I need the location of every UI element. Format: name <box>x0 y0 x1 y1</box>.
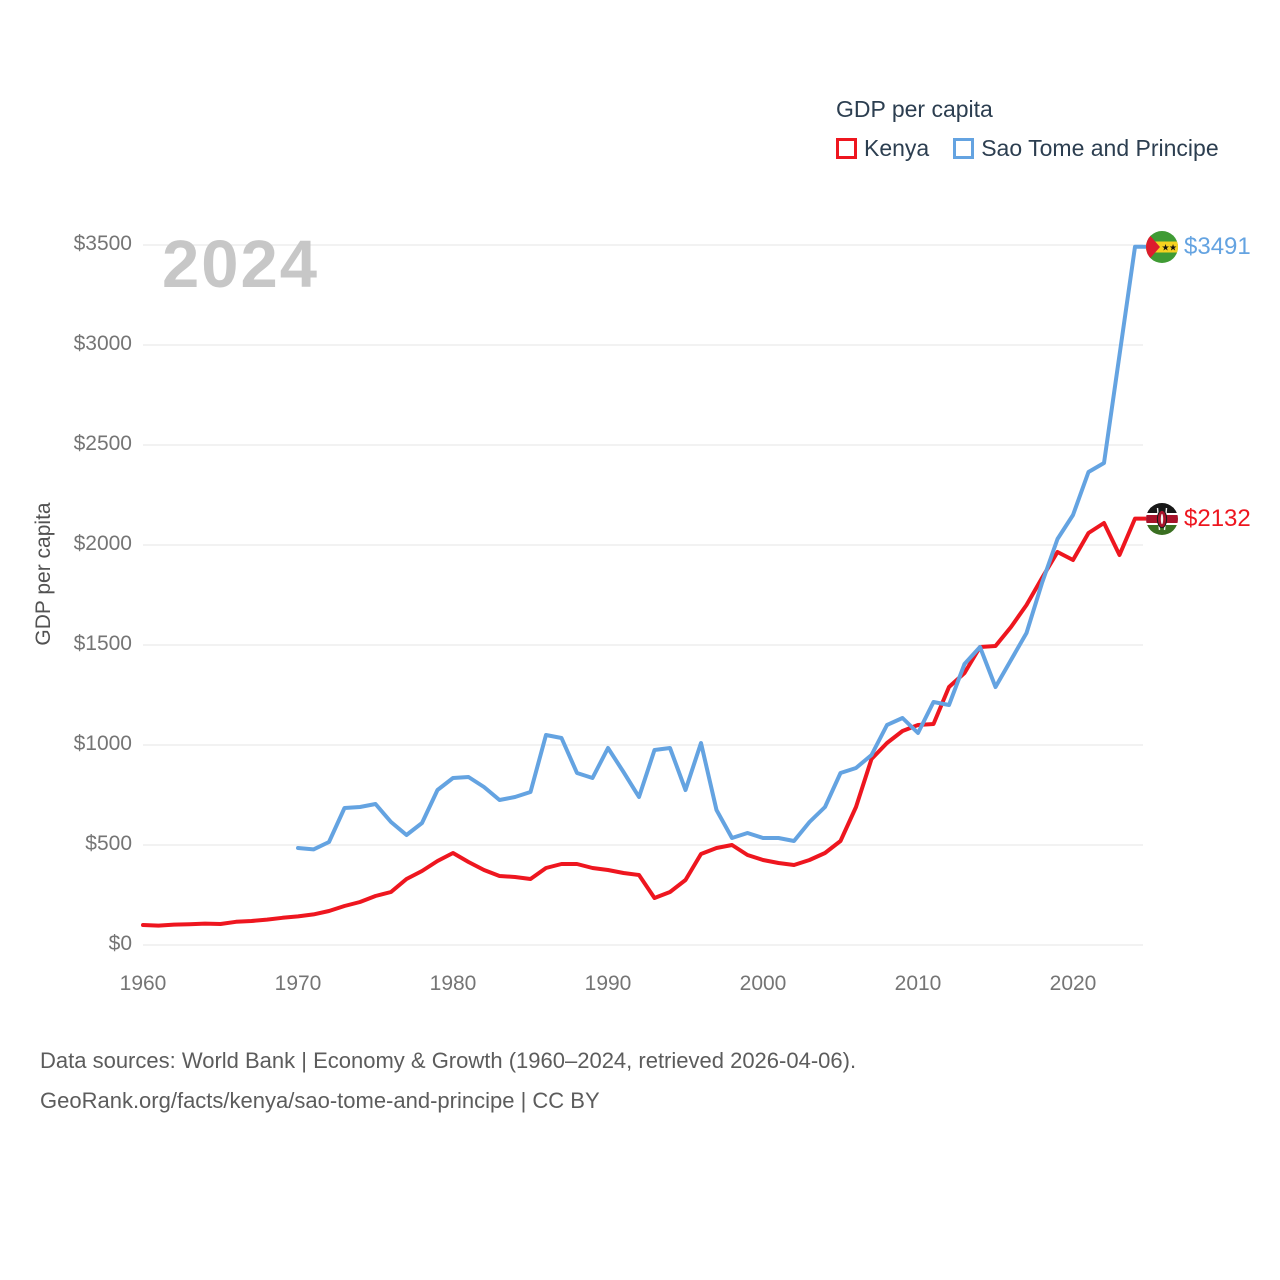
kenya-end-label: $2132 <box>1146 502 1251 535</box>
sao-tome-end-value: $3491 <box>1184 232 1251 260</box>
x-tick-label: 1970 <box>274 972 322 995</box>
y-tick-label: $500 <box>85 832 132 855</box>
y-axis-title: GDP per capita <box>32 502 55 646</box>
sao-tome-swatch-icon <box>953 138 975 159</box>
sao-tome-and-principe-line[interactable] <box>296 244 1149 852</box>
attribution-link-text[interactable]: GeoRank.org/facts/kenya/sao-tome-and-pri… <box>40 1088 600 1113</box>
legend-items: Kenya Sao Tome and Principe <box>836 135 1243 162</box>
sao-tome-flag-icon: ★ ★ <box>1146 230 1178 263</box>
y-tick-label: $2000 <box>73 532 132 555</box>
y-tick-label: $1500 <box>73 632 132 655</box>
x-tick-label: 1990 <box>584 972 632 995</box>
data-sources-text: Data sources: World Bank | Economy & Gro… <box>40 1048 857 1073</box>
legend-title: GDP per capita <box>836 96 993 122</box>
svg-text:★: ★ <box>1169 243 1177 253</box>
legend-label-sao-tome: Sao Tome and Principe <box>981 135 1219 161</box>
y-tick-label: $0 <box>108 932 132 955</box>
y-tick-label: $3500 <box>73 232 132 255</box>
kenya-end-value: $2132 <box>1184 504 1251 532</box>
y-tick-label: $1000 <box>73 732 132 755</box>
x-tick-label: 1980 <box>429 972 477 995</box>
kenya-line[interactable] <box>141 516 1149 928</box>
y-tick-label: $2500 <box>73 432 132 455</box>
legend-item-kenya[interactable]: Kenya <box>836 135 929 162</box>
sao-tome-end-label: ★ ★ $3491 <box>1146 230 1251 263</box>
x-tick-label: 1960 <box>119 972 167 995</box>
legend-item-sao-tome[interactable]: Sao Tome and Principe <box>953 135 1219 162</box>
legend-label-kenya: Kenya <box>864 135 930 161</box>
kenya-flag-icon <box>1146 502 1178 535</box>
x-tick-label: 2010 <box>894 972 942 995</box>
year-watermark: 2024 <box>162 227 320 302</box>
x-tick-label: 2000 <box>739 972 787 995</box>
svg-text:★: ★ <box>1161 243 1169 253</box>
legend: GDP per capita Kenya Sao Tome and Princi… <box>836 96 1243 162</box>
kenya-swatch-icon <box>836 138 857 159</box>
y-tick-label: $3000 <box>73 332 132 355</box>
x-tick-label: 2020 <box>1049 972 1097 995</box>
